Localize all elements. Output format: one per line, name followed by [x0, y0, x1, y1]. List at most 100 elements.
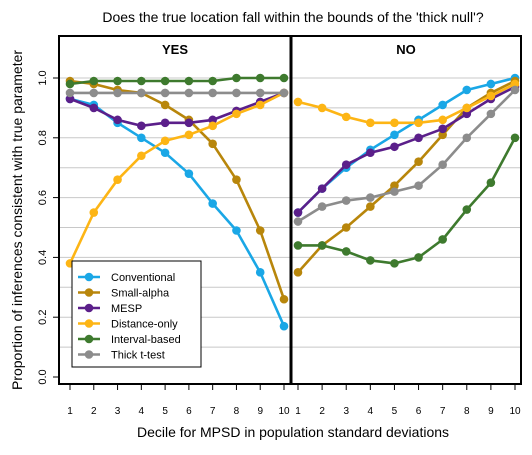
- y-tick-label: 0.6: [37, 190, 49, 205]
- data-point: [510, 79, 520, 89]
- data-point: [184, 88, 194, 98]
- data-point: [89, 76, 99, 86]
- series-mesp: [293, 82, 520, 217]
- x-tick-label: 9: [257, 406, 263, 417]
- plot-area: 0.0 0.2 0.4 0.6 0.8 1.0 YES 1 2 3 4 5 6 7 8 9 10 NO 1 2 3 4 5 6…: [37, 35, 522, 417]
- data-point: [137, 133, 146, 143]
- series-line: [297, 89, 516, 223]
- data-point: [160, 88, 170, 98]
- data-point: [486, 178, 496, 187]
- data-point: [160, 136, 170, 146]
- legend-label: Interval-based: [111, 334, 181, 346]
- series-line: [297, 79, 516, 274]
- data-point: [255, 100, 265, 110]
- y-axis-label: Proportion of inferences consistent with…: [9, 50, 25, 390]
- legend-item: Conventional: [78, 272, 175, 284]
- data-point: [438, 124, 447, 134]
- legend-swatch-marker: [84, 288, 94, 297]
- panel-title: YES: [162, 42, 188, 57]
- x-tick-label: 9: [488, 406, 494, 417]
- data-point: [208, 88, 217, 98]
- data-point: [414, 157, 423, 167]
- data-point: [317, 241, 327, 250]
- data-point: [184, 130, 194, 140]
- data-point: [65, 88, 75, 98]
- data-point: [462, 85, 472, 95]
- series-line: [69, 76, 284, 86]
- legend-label: Conventional: [111, 272, 175, 284]
- legend-box: [71, 260, 202, 368]
- data-point: [208, 199, 217, 208]
- legend-swatch-marker: [84, 272, 94, 282]
- legend-item: Thick t-test: [78, 350, 165, 362]
- y-tick-label: 0.8: [37, 130, 49, 145]
- series-thick-t-test: [65, 88, 289, 98]
- data-point: [160, 76, 170, 86]
- data-point: [113, 175, 122, 184]
- data-point: [113, 115, 122, 125]
- data-point: [462, 205, 472, 214]
- x-axis-label: Decile for MPSD in population standard d…: [137, 424, 449, 440]
- data-point: [65, 79, 75, 89]
- data-point: [232, 175, 241, 184]
- legend: Conventional Small-alpha MESP Distance-only…: [71, 260, 202, 368]
- data-point: [390, 181, 399, 190]
- data-point: [293, 97, 303, 107]
- data-point: [390, 130, 399, 140]
- legend-swatch-marker: [84, 319, 94, 328]
- x-tick-label: 1: [67, 406, 73, 417]
- data-point: [208, 76, 217, 86]
- data-point: [510, 85, 520, 95]
- x-tick-label: 10: [509, 406, 521, 417]
- data-point: [366, 256, 375, 265]
- data-point: [341, 196, 351, 205]
- legend-label: Distance-only: [111, 319, 178, 331]
- data-point: [208, 121, 217, 131]
- data-point: [255, 268, 265, 277]
- legend-label: Small-alpha: [111, 288, 170, 300]
- data-point: [438, 235, 447, 244]
- data-point: [293, 208, 303, 217]
- data-point: [317, 184, 327, 193]
- x-tick-label: 7: [210, 406, 216, 417]
- legend-item: Distance-only: [78, 319, 178, 331]
- data-point: [160, 148, 170, 158]
- data-point: [390, 142, 399, 152]
- data-point: [232, 73, 241, 83]
- data-point: [366, 148, 375, 158]
- x-tick-label: 3: [343, 406, 349, 417]
- series-line: [69, 79, 286, 300]
- x-tick-label: 10: [278, 406, 290, 417]
- legend-swatch-marker: [84, 350, 94, 359]
- data-point: [341, 160, 351, 170]
- y-tick-label: 0.0: [37, 369, 49, 384]
- data-point: [486, 91, 496, 101]
- data-point: [137, 88, 146, 98]
- data-point: [341, 247, 351, 256]
- legend-item: MESP: [78, 303, 142, 315]
- data-point: [486, 109, 496, 119]
- x-tick-label: 8: [464, 406, 470, 417]
- data-point: [208, 139, 217, 149]
- series-thick-t-test: [293, 85, 520, 226]
- data-point: [438, 130, 447, 140]
- data-point: [65, 94, 75, 104]
- data-point: [208, 115, 217, 125]
- series-line: [297, 82, 516, 125]
- data-point: [462, 109, 472, 119]
- data-point: [414, 181, 423, 190]
- data-point: [341, 223, 351, 232]
- data-point: [89, 88, 99, 98]
- data-point: [279, 294, 289, 304]
- data-point: [279, 73, 289, 83]
- data-point: [462, 133, 472, 143]
- chart-title: Does the true location fall within the b…: [102, 9, 483, 25]
- data-point: [232, 109, 241, 119]
- x-tick-label: 4: [368, 406, 374, 417]
- data-point: [414, 118, 423, 128]
- legend-label: MESP: [111, 303, 142, 315]
- x-tick-label: 5: [162, 406, 168, 417]
- legend-swatch-marker: [84, 334, 94, 344]
- data-point: [113, 76, 122, 86]
